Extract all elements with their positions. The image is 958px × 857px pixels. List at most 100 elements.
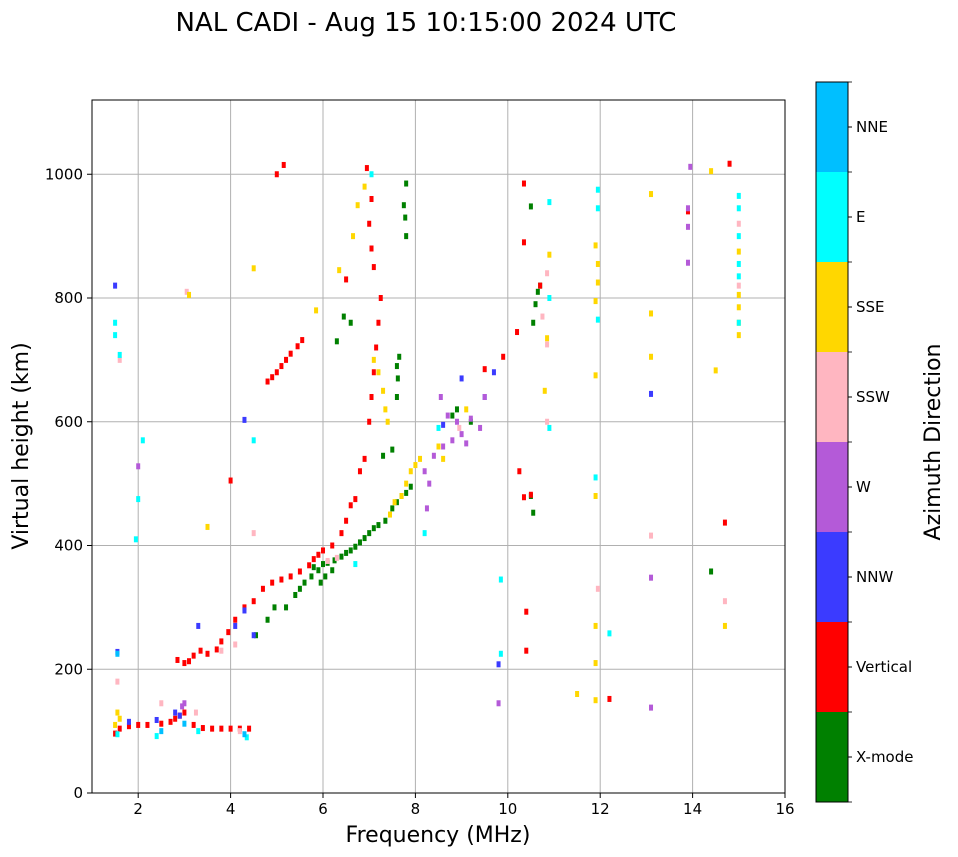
data-point (371, 264, 376, 271)
data-point (521, 180, 526, 187)
data-point (593, 493, 598, 499)
data-point (482, 394, 487, 400)
data-point (187, 291, 192, 298)
data-point (371, 525, 376, 532)
data-point (468, 415, 473, 422)
data-point (198, 647, 203, 654)
data-point (736, 260, 741, 267)
data-point (649, 353, 654, 360)
data-point (408, 483, 413, 490)
colorbar-segment (816, 532, 848, 622)
data-point (330, 542, 335, 549)
data-point (709, 568, 714, 575)
data-point (251, 437, 256, 444)
data-point (413, 462, 418, 469)
data-point (353, 543, 358, 550)
data-point (117, 715, 122, 722)
x-axis-ticks: 2 4 6 8 10 12 14 16 (133, 793, 795, 818)
data-point (736, 304, 741, 311)
data-point (390, 505, 395, 512)
x-tick-label: 4 (226, 800, 236, 818)
data-point (205, 523, 210, 530)
data-point (392, 499, 397, 506)
data-point (727, 160, 732, 167)
data-point (394, 394, 399, 400)
colorbar-tick-label: NNE (856, 118, 888, 136)
data-point (265, 378, 270, 385)
data-point (521, 239, 526, 246)
data-point (369, 196, 374, 202)
data-point (607, 630, 612, 637)
data-point (295, 343, 300, 350)
data-points (113, 160, 741, 741)
data-point (545, 418, 550, 425)
data-point (441, 421, 446, 428)
x-tick-label: 10 (498, 800, 517, 818)
data-point (115, 709, 120, 716)
data-point (383, 406, 388, 413)
data-point (424, 505, 429, 512)
colorbar-label: Azimuth Direction (921, 343, 946, 540)
data-point (113, 332, 118, 339)
data-point (436, 424, 441, 431)
data-point (403, 214, 408, 221)
colorbar-segment (816, 262, 848, 352)
data-point (113, 319, 118, 326)
data-point (242, 604, 247, 611)
data-point (445, 412, 450, 419)
data-point (251, 598, 256, 605)
data-point (288, 350, 293, 357)
data-point (355, 202, 360, 209)
data-point (545, 341, 550, 348)
data-point (531, 509, 536, 516)
data-point (547, 251, 552, 258)
y-tick-label: 400 (54, 537, 83, 555)
x-tick-label: 16 (775, 800, 794, 818)
data-point (418, 455, 423, 462)
data-point (184, 288, 189, 295)
data-point (542, 387, 547, 394)
data-point (441, 443, 446, 450)
data-point (593, 474, 598, 481)
data-point (593, 372, 598, 379)
data-point (371, 356, 376, 363)
data-point (501, 353, 506, 360)
data-point (316, 551, 321, 558)
data-point (191, 721, 196, 728)
data-point (242, 731, 247, 738)
data-point (182, 700, 187, 707)
data-point (288, 573, 293, 580)
data-point (113, 730, 118, 737)
data-point (404, 480, 409, 487)
data-point (307, 562, 312, 569)
data-point (381, 387, 386, 394)
data-point (736, 233, 741, 240)
data-point (140, 437, 145, 444)
data-point (175, 656, 180, 663)
data-point (468, 418, 473, 425)
y-axis-ticks: 0 200 400 600 800 1000 (45, 165, 92, 802)
data-point (136, 721, 141, 728)
data-point (126, 723, 131, 730)
data-point (713, 367, 718, 374)
data-point (281, 161, 286, 168)
data-point (454, 418, 459, 425)
data-point (736, 282, 741, 289)
data-point (376, 319, 381, 326)
data-point (649, 704, 654, 711)
data-point (168, 718, 173, 725)
x-tick-label: 12 (591, 800, 610, 818)
data-point (205, 650, 210, 657)
data-point (334, 338, 339, 345)
colorbar-tick-label: SSW (856, 388, 890, 406)
data-point (376, 369, 381, 376)
data-point (736, 319, 741, 326)
data-point (367, 530, 372, 537)
data-point (482, 366, 487, 373)
data-point (182, 720, 187, 727)
data-point (115, 731, 120, 738)
data-point (387, 511, 392, 518)
data-point (545, 335, 550, 342)
data-point (593, 242, 598, 249)
